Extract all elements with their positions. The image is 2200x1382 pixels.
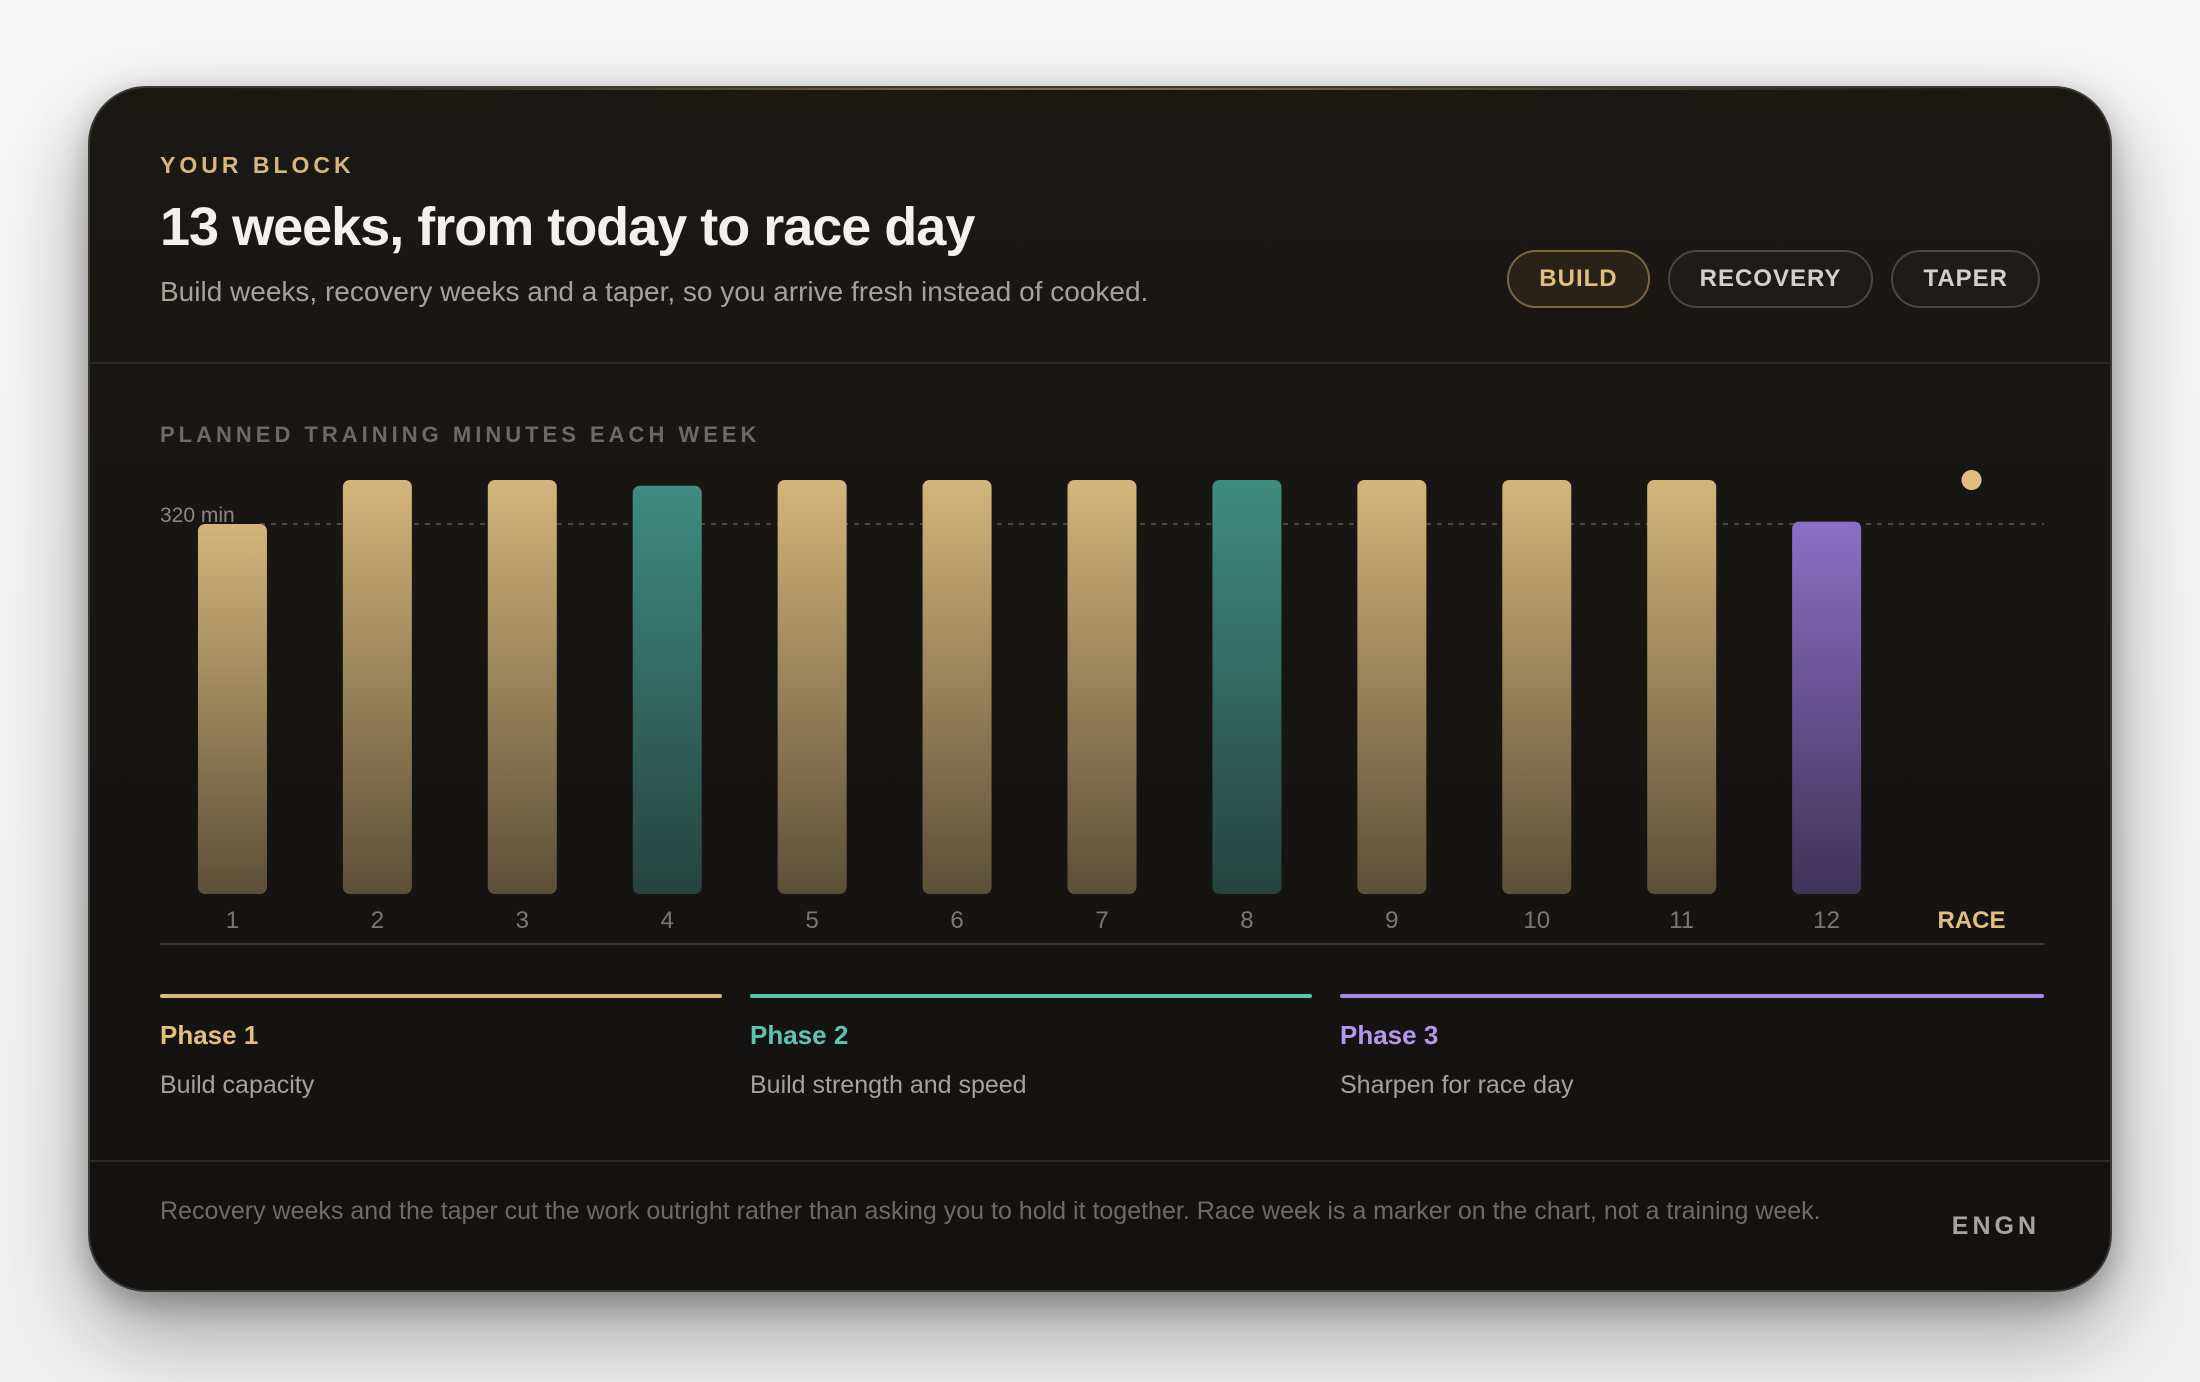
phase-2-name: Phase 2 [750,1020,849,1050]
training-block-card: YOUR BLOCK 13 weeks, from today to race … [88,86,2112,1292]
phase-1-desc: Build capacity [160,1071,315,1099]
brand-logo: ENGN [1951,1212,2040,1240]
header-divider [90,362,2110,364]
phase-3-name: Phase 3 [1340,1020,1439,1050]
x-tick-label: 5 [805,907,818,934]
x-tick-label: 11 [1669,907,1694,934]
x-tick-label: 7 [1095,907,1108,934]
reference-line-label: 320 min [160,504,235,527]
bar-week-12[interactable] [1792,521,1862,894]
phase-1-name: Phase 1 [160,1020,259,1050]
bar-week-2[interactable] [342,480,412,894]
phase-2-desc: Build strength and speed [750,1071,1027,1099]
chart-label: PLANNED TRAINING MINUTES EACH WEEK [160,422,761,447]
bar-week-10[interactable] [1502,480,1572,894]
phase-1: Phase 1 Build capacity [160,994,722,1100]
x-tick-label: 2 [371,907,384,934]
bar-week-1[interactable] [197,523,267,894]
x-tick-label: 9 [1385,907,1398,934]
x-tick-label: 10 [1523,907,1550,934]
bar-week-7[interactable] [1067,480,1137,894]
phase-3-bar [1340,994,2044,998]
phase-2-bar [750,994,1312,998]
eyebrow-label: YOUR BLOCK [160,152,355,178]
race-marker-dot[interactable] [1961,470,1982,490]
footer-divider [90,1160,2110,1162]
footer-note: Recovery weeks and the taper cut the wor… [160,1197,1821,1225]
x-tick-label: 12 [1813,907,1840,934]
x-tick-label: 8 [1240,907,1253,934]
x-tick-label: 4 [661,907,674,934]
bar-week-5[interactable] [777,480,847,894]
bar-week-9[interactable] [1357,480,1427,894]
x-tick-label: 6 [950,907,963,934]
page-subtitle: Build weeks, recovery weeks and a taper,… [160,276,1149,307]
phase-1-bar [160,994,722,998]
x-tick-label: 1 [226,907,239,934]
x-tick-label: 3 [516,907,529,934]
build-pill[interactable]: BUILD [1507,250,1650,308]
bar-week-6[interactable] [922,480,992,894]
x-tick-label: RACE [1938,907,2006,934]
bar-week-11[interactable] [1647,480,1717,894]
bar-week-8[interactable] [1212,480,1282,894]
page-title: 13 weeks, from today to race day [160,197,975,257]
phase-3-desc: Sharpen for race day [1340,1071,1574,1099]
bar-week-4[interactable] [632,485,702,894]
taper-pill[interactable]: TAPER [1891,250,2040,308]
phase-2: Phase 2 Build strength and speed [750,994,1312,1100]
phase-type-legend: BUILD RECOVERY TAPER [1507,250,2040,308]
recovery-pill[interactable]: RECOVERY [1667,250,1874,308]
phase-3: Phase 3 Sharpen for race day [1340,994,2044,1100]
bar-week-3[interactable] [487,480,557,894]
